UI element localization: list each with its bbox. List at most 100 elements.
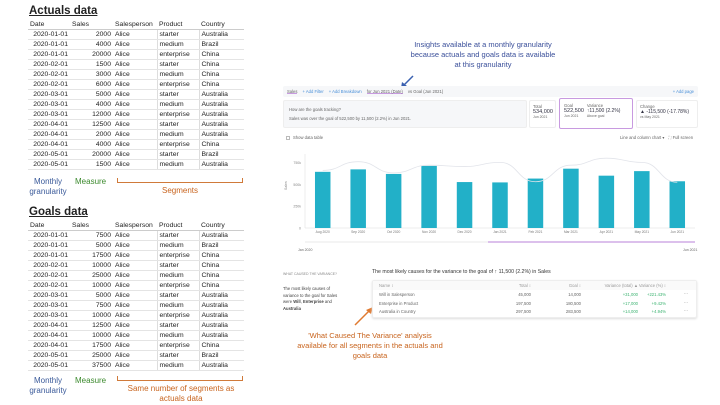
table-cell: Alice [113, 159, 158, 170]
y-tick-label: 750k [293, 161, 301, 165]
checkbox-icon[interactable] [286, 135, 290, 140]
wctv-row[interactable]: Will in Salesperson 45,000 14,000 +31,000 +2… [373, 290, 696, 299]
wctv-header-row: Name ↕ Total ↕ Goal ↕ Variance (total) ▲ Var… [373, 281, 696, 290]
wctv-row[interactable]: Enterprise in Product 197,500 180,500 +17,0… [373, 299, 696, 308]
table-cell: Alice [113, 300, 158, 311]
table-cell: Alice [113, 149, 158, 160]
table-cell: Alice [113, 260, 158, 271]
add-page-button[interactable]: + Add page [672, 89, 694, 94]
more-icon[interactable]: ··· [683, 299, 688, 305]
more-icon[interactable]: ··· [683, 291, 688, 296]
x-tick-label: May 2021 [635, 230, 650, 234]
wctv-text: The most likely causes of variance to th… [283, 286, 338, 311]
arrow-icon [354, 307, 373, 326]
x-tick-label: Nov 2020 [422, 230, 436, 234]
table-cell: 45,000 [518, 292, 531, 297]
table-cell: Alice [113, 240, 158, 251]
column-header[interactable]: Goal ↕ [568, 283, 581, 288]
goal-sub: Jun 2021 [564, 114, 579, 118]
table-row: 2020-04-01 17500 Alice enterprise China [28, 340, 244, 351]
table-cell: 2020-05-01 [28, 350, 70, 361]
compare-chip[interactable]: vs Goal (Jun 2021) [407, 89, 444, 94]
table-cell: medium [157, 240, 200, 251]
table-cell: Australia [199, 29, 244, 40]
table-cell: 2020-03-01 [28, 290, 70, 301]
table-cell: Alice [113, 320, 158, 331]
column-header[interactable]: Variance (total) ▲ [604, 283, 638, 288]
table-row: 2020-04-01 10000 Alice medium Australia [28, 330, 244, 341]
table-cell: starter [157, 149, 200, 160]
table-row: 2020-03-01 5000 Alice starter Australia [28, 290, 244, 301]
table-cell: China [199, 270, 244, 281]
segments-brace [117, 178, 243, 183]
table-cell: China [199, 139, 244, 150]
table-cell: 2020-04-01 [28, 330, 70, 341]
table-cell: Alice [113, 119, 158, 130]
insight-card: How are the goals tracking? Sales was ov… [283, 100, 527, 128]
goals-table: Date Sales Salesperson Product Country 2020-0… [28, 221, 244, 371]
table-cell: medium [157, 330, 200, 341]
bar [669, 181, 686, 228]
x-tick-label: Dec 2020 [457, 230, 471, 234]
table-row: 2020-02-01 10000 Alice starter China [28, 260, 244, 271]
show-data-table-checkbox[interactable]: Show data table [286, 135, 323, 140]
add-filter-button[interactable]: + Add Filter [302, 89, 324, 94]
table-cell: starter [157, 59, 200, 70]
goals-measure-label: Measure [75, 376, 107, 385]
table-cell: Australia [199, 109, 244, 120]
table-cell: starter [157, 290, 200, 301]
more-icon[interactable]: ··· [683, 308, 688, 313]
column-header[interactable]: Total ↕ [518, 283, 531, 288]
table-row: 2020-03-01 4000 Alice medium Australia [28, 99, 244, 110]
table-cell: +4.94% [651, 309, 666, 314]
table-cell: 3000 [70, 69, 113, 80]
column-header: Country [199, 20, 244, 30]
table-cell: starter [157, 29, 200, 40]
metric-chip[interactable]: Sales [287, 89, 298, 94]
table-cell: 2020-02-01 [28, 79, 70, 90]
column-header: Date [28, 221, 70, 231]
table-cell: starter [157, 320, 200, 331]
table-cell: Alice [113, 270, 158, 281]
period-chip[interactable]: for Jun 2021 (Date) [366, 89, 403, 94]
table-cell: Alice [113, 99, 158, 110]
wctv-row[interactable]: Australia in Country 297,500 283,500 +14,00… [373, 307, 696, 316]
table-cell: starter [157, 89, 200, 100]
table-cell: 283,500 [565, 309, 581, 314]
table-cell: 17500 [70, 250, 113, 261]
bar [456, 182, 473, 228]
table-cell: medium [157, 159, 200, 170]
table-cell: Will in Salesperson [379, 292, 415, 297]
y-axis-label: Sales [284, 181, 288, 190]
change-sub: vs May 2021 [640, 115, 660, 119]
table-cell: enterprise [157, 310, 200, 321]
table-cell: China [199, 260, 244, 271]
table-cell: medium [157, 39, 200, 50]
table-row: 2020-02-01 3000 Alice medium China [28, 69, 244, 80]
table-cell: Alice [113, 89, 158, 100]
table-cell: Enterprise in Product [379, 300, 419, 306]
table-cell: Alice [113, 280, 158, 291]
table-cell: Alice [113, 350, 158, 361]
table-row: 2020-02-01 10000 Alice enterprise China [28, 280, 244, 291]
table-cell: 2020-05-01 [28, 149, 70, 160]
table-cell: China [199, 69, 244, 80]
column-header[interactable]: Variance (%) ↕ [638, 283, 666, 288]
table-cell: 2020-04-01 [28, 340, 70, 351]
table-cell: 197,500 [515, 300, 531, 306]
table-cell: Australia [199, 330, 244, 341]
table-cell: medium [157, 99, 200, 110]
table-cell: 2020-04-01 [28, 129, 70, 140]
column-header[interactable]: Name ↕ [379, 283, 394, 288]
add-breakdown-button[interactable]: + Add Breakdown [328, 89, 362, 94]
chart-type-select[interactable]: Line and column chart ▾ [620, 135, 665, 140]
column-header: Sales [70, 20, 113, 30]
table-cell: +9.42% [651, 300, 666, 306]
table-cell: 2020-04-01 [28, 139, 70, 150]
table-cell: 2020-01-01 [28, 230, 70, 241]
column-header: Sales [70, 221, 113, 231]
segments-brace [117, 376, 243, 381]
table-cell: 2020-03-01 [28, 99, 70, 110]
full-screen-button[interactable]: ⛶ Full screen [668, 135, 694, 140]
table-row: 2020-05-01 25000 Alice starter Brazil [28, 350, 244, 361]
